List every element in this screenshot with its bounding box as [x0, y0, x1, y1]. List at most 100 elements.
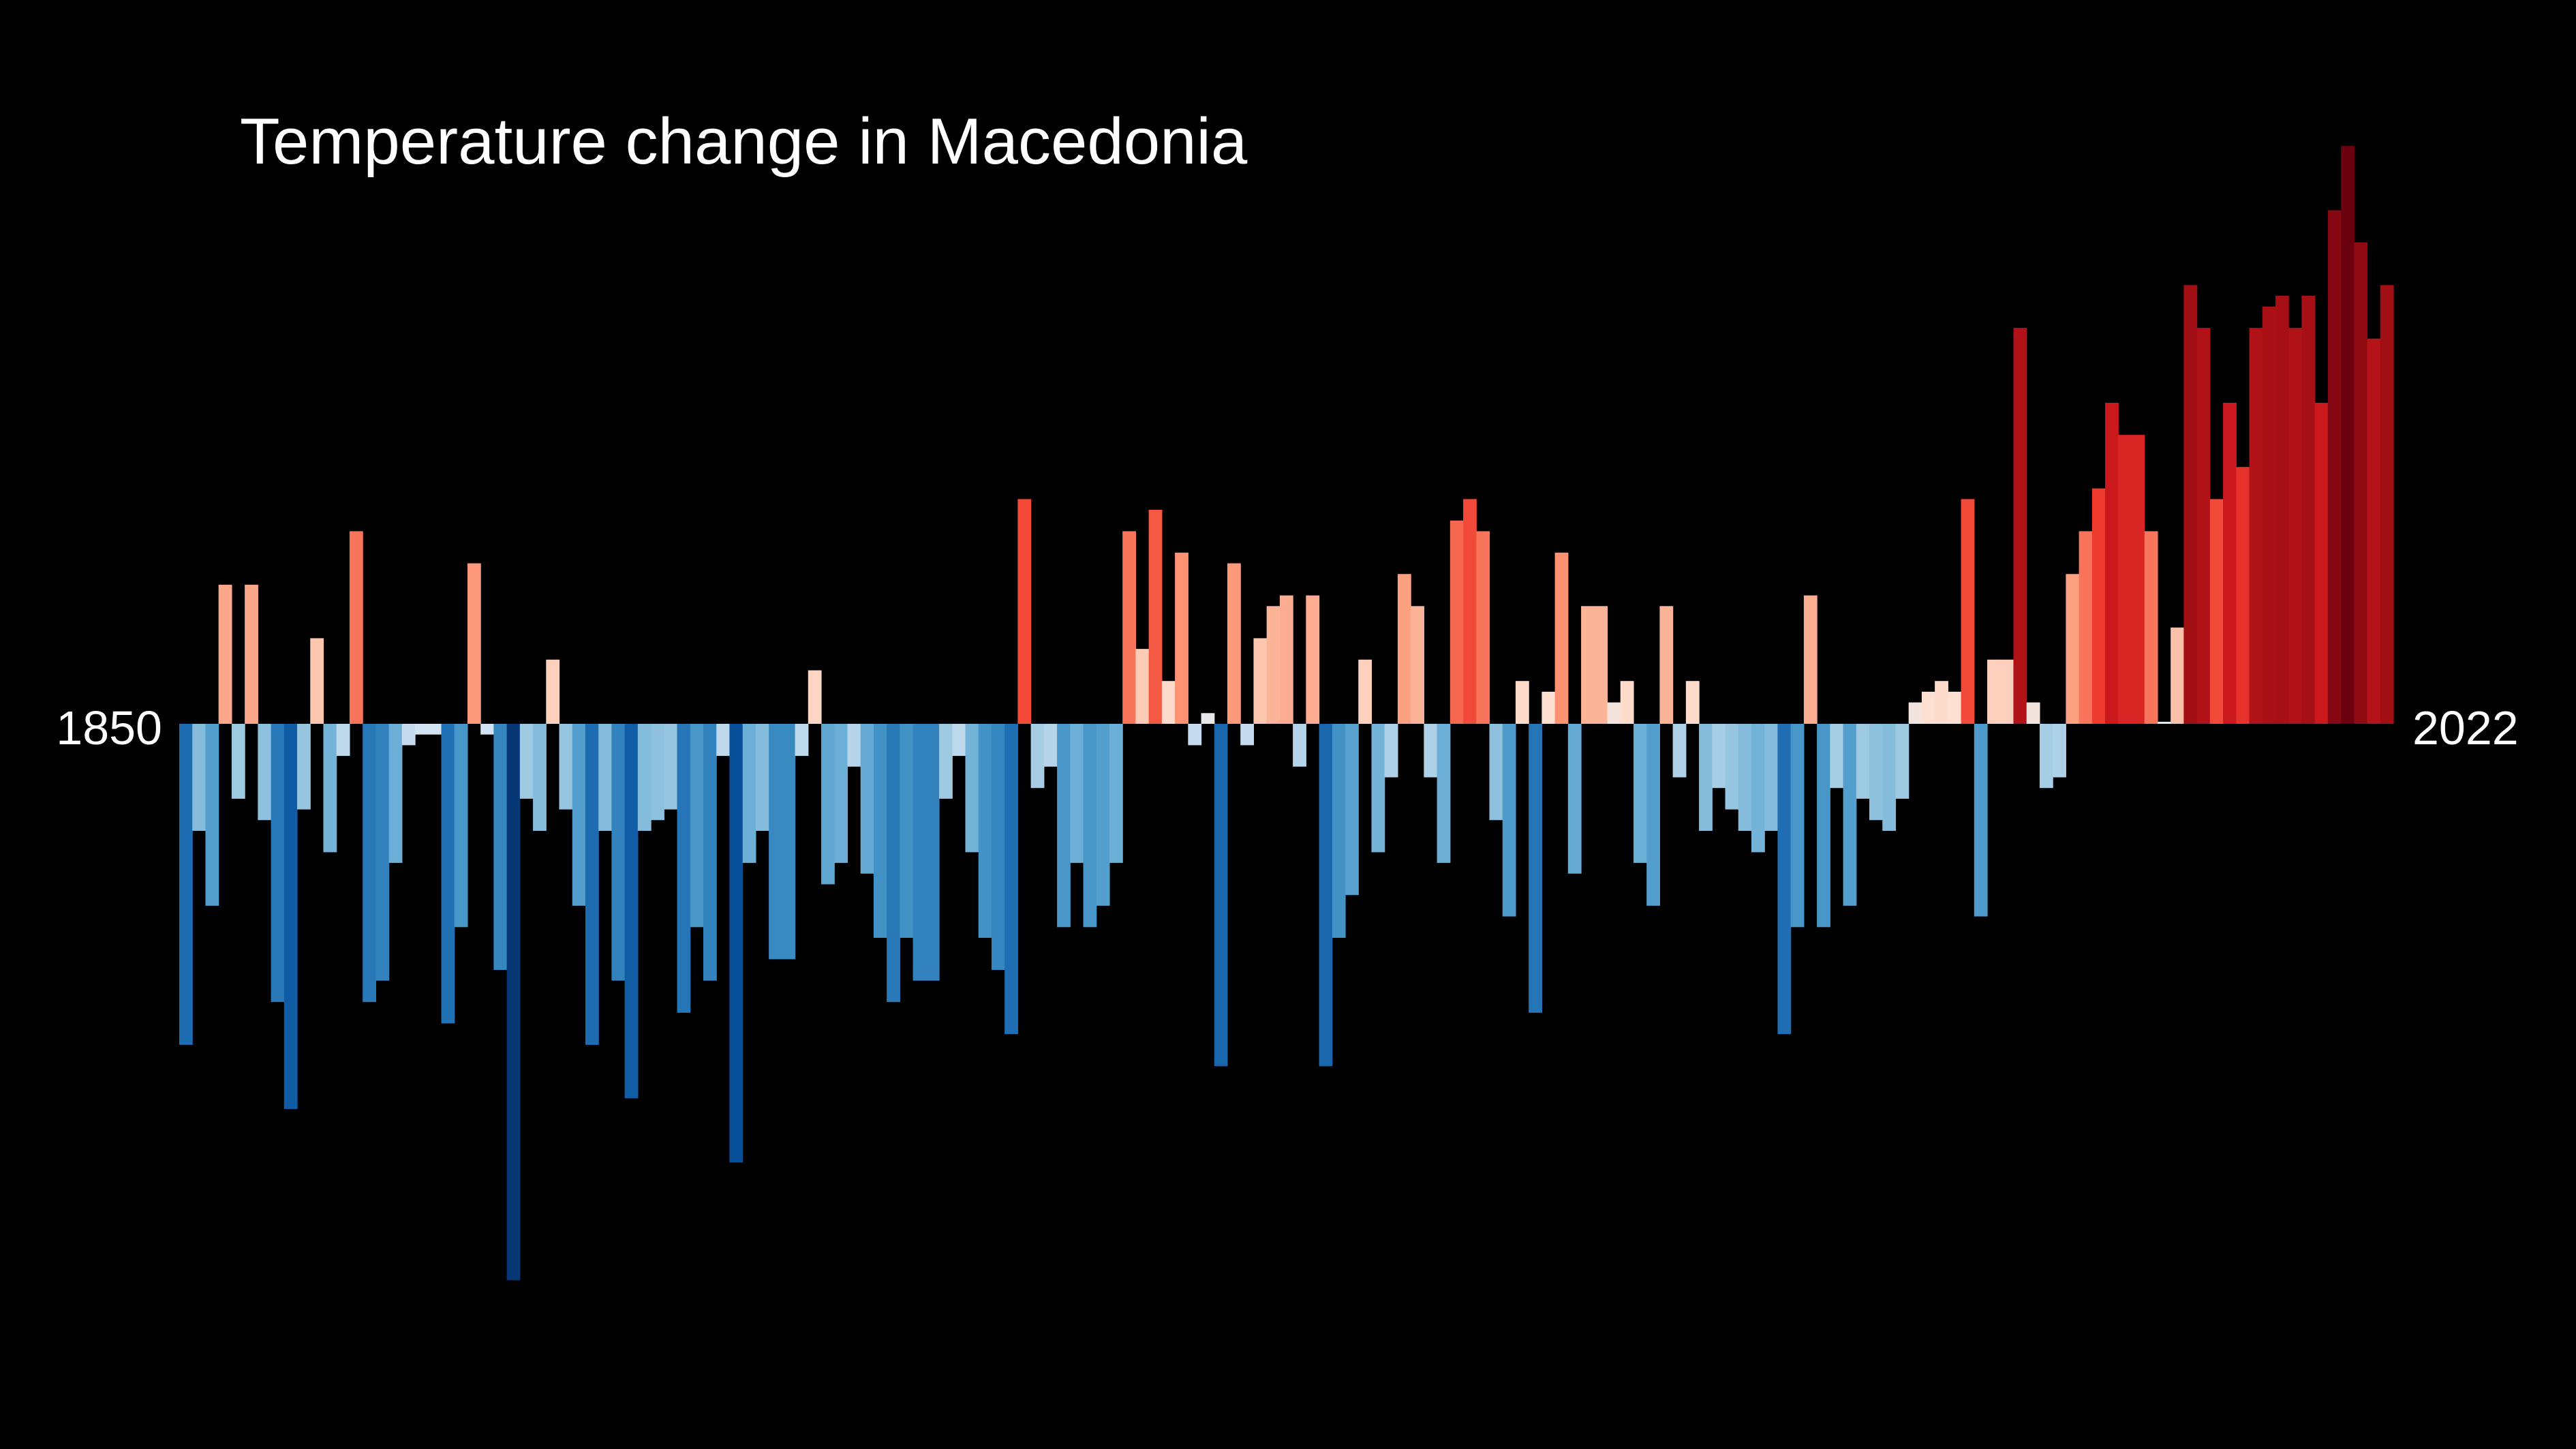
- bar-1879: [559, 724, 573, 810]
- bar-1908: [939, 724, 953, 799]
- bar-1871: [454, 724, 468, 928]
- chart-title: Temperature change in Macedonia: [240, 105, 1248, 178]
- bar-1937: [1319, 724, 1333, 1067]
- bar-1963: [1659, 606, 1674, 724]
- bar-1965: [1685, 681, 1700, 724]
- bar-2017: [2367, 338, 2381, 724]
- bar-1913: [1005, 724, 1018, 1035]
- bar-1989: [2000, 659, 2014, 724]
- bar-1904: [887, 724, 900, 1003]
- bar-1943: [1397, 574, 1411, 724]
- bar-1864: [363, 724, 376, 1003]
- bar-1918: [1070, 724, 1084, 864]
- bar-1859: [297, 724, 311, 810]
- bar-1970: [1751, 724, 1765, 853]
- bar-1887: [664, 724, 678, 810]
- bar-1986: [1961, 499, 1975, 724]
- bar-1948: [1463, 499, 1477, 724]
- bar-1866: [388, 724, 403, 864]
- bar-2018: [2380, 285, 2394, 724]
- bar-1860: [310, 638, 324, 724]
- bar-1901: [847, 724, 861, 767]
- bar-1930: [1227, 563, 1241, 724]
- bar-1922: [1122, 531, 1137, 724]
- bar-1920: [1096, 724, 1110, 906]
- bar-1916: [1043, 724, 1058, 767]
- bar-1895: [769, 724, 782, 960]
- bar-2010: [2275, 296, 2289, 724]
- bar-1999: [2131, 435, 2145, 724]
- bar-1917: [1057, 724, 1071, 928]
- bar-1923: [1135, 649, 1150, 724]
- bar-1865: [375, 724, 390, 981]
- bar-1894: [755, 724, 769, 831]
- bar-1884: [624, 724, 639, 1099]
- bar-1988: [1987, 659, 2001, 724]
- bar-1892: [729, 724, 743, 1163]
- bar-1907: [925, 724, 940, 981]
- bar-1968: [1725, 724, 1739, 810]
- bar-1993: [2053, 724, 2066, 778]
- bar-1899: [821, 724, 835, 885]
- bar-1975: [1817, 724, 1830, 928]
- bar-1878: [546, 659, 560, 724]
- bar-1880: [572, 724, 586, 906]
- bar-1868: [415, 724, 429, 735]
- bar-1964: [1672, 724, 1687, 778]
- bar-2012: [2301, 296, 2316, 724]
- bar-1898: [808, 670, 822, 724]
- bar-2008: [2249, 328, 2263, 724]
- bar-1862: [336, 724, 350, 757]
- bar-2006: [2223, 403, 2237, 724]
- bar-1945: [1424, 724, 1438, 778]
- bar-1905: [900, 724, 914, 938]
- bar-1974: [1803, 595, 1818, 724]
- bar-1888: [677, 724, 691, 1013]
- bar-1910: [965, 724, 979, 853]
- bar-1985: [1948, 691, 1962, 724]
- bar-1934: [1279, 595, 1293, 724]
- bar-1912: [991, 724, 1005, 971]
- bar-1883: [611, 724, 626, 981]
- bar-1927: [1188, 724, 1202, 746]
- bar-1996: [2091, 488, 2106, 724]
- bar-1851: [192, 724, 206, 831]
- bar-2007: [2236, 467, 2250, 724]
- bar-2015: [2341, 146, 2355, 724]
- bar-1850: [179, 724, 193, 1045]
- bar-1959: [1607, 702, 1621, 724]
- bar-1915: [1030, 724, 1045, 789]
- bar-1931: [1240, 724, 1255, 746]
- bar-1987: [1974, 724, 1988, 917]
- bar-1872: [467, 563, 481, 724]
- bar-1951: [1502, 724, 1516, 917]
- bar-1949: [1476, 531, 1490, 724]
- bar-1882: [598, 724, 613, 831]
- bar-1881: [585, 724, 599, 1045]
- bar-1944: [1411, 606, 1424, 724]
- bar-1919: [1083, 724, 1097, 928]
- bar-1891: [716, 724, 731, 757]
- bar-1995: [2079, 531, 2093, 724]
- bar-1957: [1581, 606, 1595, 724]
- bar-1994: [2066, 574, 2080, 724]
- bar-2016: [2354, 242, 2368, 724]
- bar-1954: [1542, 691, 1556, 724]
- bar-2011: [2288, 328, 2303, 724]
- bar-1925: [1161, 681, 1176, 724]
- bar-1941: [1371, 724, 1385, 853]
- bar-1854: [231, 724, 245, 799]
- bar-1972: [1777, 724, 1792, 1035]
- bar-2003: [2183, 285, 2198, 724]
- bar-1984: [1935, 681, 1948, 724]
- bar-1902: [860, 724, 874, 874]
- bar-1939: [1345, 724, 1359, 896]
- bar-1896: [782, 724, 796, 960]
- bar-1853: [218, 584, 232, 724]
- bar-1914: [1017, 499, 1032, 724]
- bar-1960: [1620, 681, 1634, 724]
- bar-1961: [1633, 724, 1647, 864]
- bar-2013: [2314, 403, 2329, 724]
